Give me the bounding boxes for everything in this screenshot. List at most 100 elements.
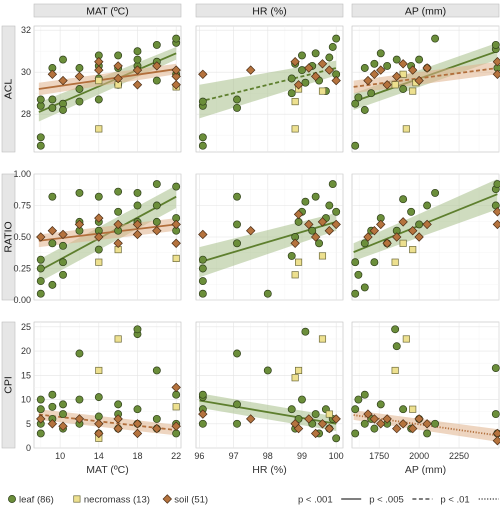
legend-circle-marker: [8, 495, 16, 503]
leaf-point: [351, 405, 360, 414]
leaf-point: [325, 201, 334, 210]
strip-bg: [33, 3, 182, 18]
leaf-point: [351, 141, 360, 150]
necromass-point: [325, 410, 333, 418]
leaf-point: [431, 34, 440, 43]
soil-point: [132, 65, 143, 75]
soil-point: [324, 226, 335, 236]
leaf-point: [325, 53, 334, 62]
leaf-point: [152, 201, 161, 210]
leaf-point: [198, 277, 207, 286]
leaf-point: [233, 95, 241, 104]
necromass-point: [172, 254, 180, 262]
soil-point: [382, 414, 392, 424]
leaf-point: [59, 55, 67, 64]
soil-point: [94, 57, 104, 67]
leaf-point: [48, 280, 57, 289]
leaf-point: [233, 103, 241, 112]
leaf-point: [298, 51, 306, 60]
leaf-point: [233, 419, 241, 428]
necromass-point: [409, 246, 417, 254]
necromass-point: [291, 125, 299, 133]
soil-confidence-band: [38, 409, 177, 436]
necromass-point: [291, 374, 299, 382]
panel-RATIO-MAT: 0.00 0.25 0.50 0.75 1.00: [13, 169, 182, 305]
necromass-point: [95, 258, 103, 266]
necromass-point: [95, 366, 103, 375]
leaf-point: [94, 412, 103, 421]
y-tick-label: 0.75: [13, 201, 31, 211]
soil-point: [113, 238, 123, 248]
soil-point: [408, 226, 418, 236]
soil-point: [171, 65, 181, 75]
soil-fit-line: [38, 223, 177, 242]
soil-point: [304, 63, 314, 73]
necromass-point: [409, 405, 417, 413]
leaf-point: [48, 95, 57, 104]
legend-diamond-marker: [162, 494, 172, 504]
soil-point: [408, 65, 418, 75]
soil-point: [492, 219, 500, 230]
necromass-point: [391, 81, 399, 89]
leaf-point: [311, 410, 320, 419]
soil-point: [47, 69, 58, 79]
y-tick-label: 0.50: [13, 232, 31, 242]
soil-point: [246, 414, 256, 424]
necromass-point: [114, 335, 122, 343]
soil-point: [94, 213, 104, 223]
leaf-point: [392, 342, 401, 351]
strip-MAT: MAT (ºC): [33, 3, 182, 18]
soil-point: [317, 59, 328, 69]
legend-label: necromass (13): [84, 494, 150, 505]
soil-point: [171, 421, 181, 431]
leaf-point: [354, 395, 363, 404]
legend-label: leaf (86): [19, 494, 54, 505]
soil-point: [363, 409, 373, 419]
row-ACL: ACL: [1, 25, 16, 153]
legend-item-leaf: leaf (86): [8, 494, 54, 505]
leaf-point: [36, 277, 45, 286]
soil-point: [198, 69, 208, 79]
soil-point: [132, 80, 143, 90]
soil-point: [113, 61, 123, 71]
soil-point: [132, 419, 143, 429]
necromass-point: [409, 87, 417, 95]
x-tick-label: 2000: [409, 451, 429, 461]
leaf-point: [114, 187, 123, 196]
leaf-point: [360, 64, 369, 72]
leaf-point: [75, 188, 84, 197]
leaf-point: [328, 43, 337, 51]
soil-point: [492, 69, 500, 79]
soil-point: [132, 428, 143, 439]
leaf-point: [354, 93, 363, 102]
leaf-point: [287, 251, 296, 260]
x-tick-label: 96: [194, 451, 204, 461]
leaf-point: [133, 188, 142, 197]
leaf-point: [301, 197, 310, 206]
row-strip-bg: [1, 173, 16, 301]
y-tick-label: 15: [21, 370, 31, 380]
panel-CPI-HR: 96 97 98 99 100 HR (%): [194, 321, 344, 476]
leaf-point: [308, 226, 317, 235]
x-tick-label: 1750: [369, 451, 389, 461]
leaf-point: [351, 99, 360, 108]
leaf-point: [152, 76, 161, 85]
necromass-point: [295, 366, 303, 375]
soil-point: [198, 229, 208, 240]
soil-point: [94, 65, 104, 75]
leaf-point: [75, 349, 84, 358]
leaf-point: [360, 390, 369, 399]
leaf-point: [152, 414, 161, 423]
soil-point: [392, 71, 402, 82]
leaf-point: [415, 220, 424, 229]
soil-point: [113, 219, 123, 230]
leaf-point: [133, 405, 142, 414]
y-tick-label: 0.25: [13, 264, 31, 274]
leaf-point: [59, 270, 67, 279]
leaf-point: [376, 400, 385, 409]
leaf-point: [198, 264, 207, 273]
legend-significance-solid: p < .001: [298, 494, 362, 505]
soil-point: [398, 419, 408, 429]
leaf-point: [360, 419, 369, 428]
soil-point: [363, 75, 373, 86]
